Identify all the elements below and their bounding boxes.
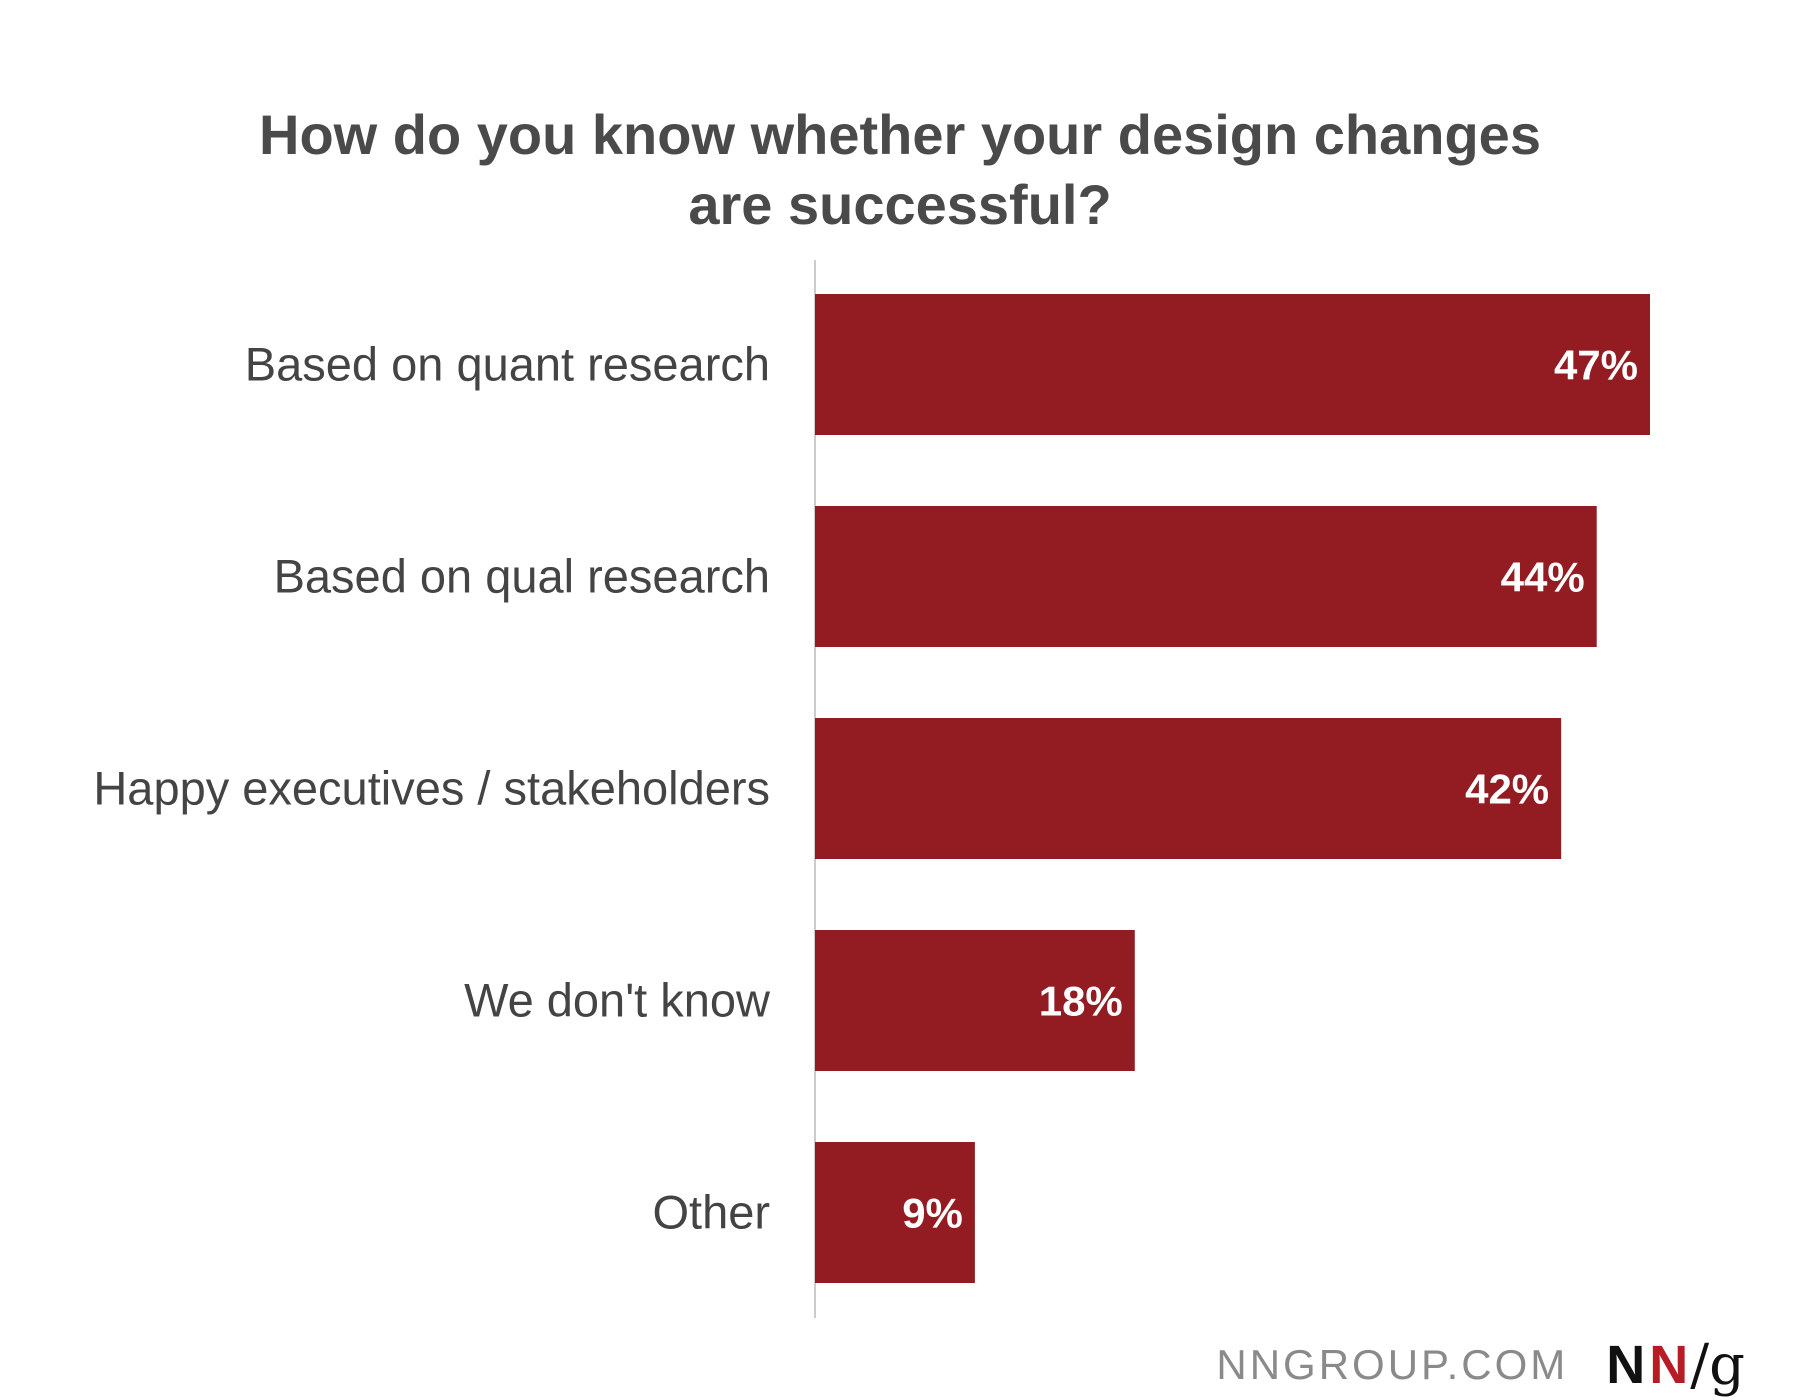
bar-chart: Based on quant research 47% Based on qual …	[93, 260, 1650, 1318]
value-label-4: 9%	[902, 1190, 963, 1237]
value-label-3: 18%	[1039, 978, 1123, 1025]
category-label-0: Based on quant research	[245, 338, 770, 391]
footer: NNGROUP.COM N N /g	[1216, 1333, 1745, 1398]
category-label-1: Based on qual research	[274, 550, 770, 603]
chart-title: How do you know whether your design chan…	[0, 100, 1800, 240]
value-label-2: 42%	[1465, 766, 1549, 813]
category-label-3: We don't know	[464, 974, 771, 1027]
chart-title-line-2: are successful?	[688, 173, 1112, 236]
nng-logo: N N /g	[1606, 1333, 1745, 1398]
value-label-0: 47%	[1554, 342, 1638, 389]
logo-letter-n-red: N	[1649, 1335, 1689, 1395]
value-label-1: 44%	[1501, 554, 1585, 601]
chart-title-line-1: How do you know whether your design chan…	[259, 103, 1541, 166]
logo-slash-g: /g	[1690, 1332, 1745, 1398]
bar-1	[815, 506, 1597, 647]
logo-letter-n-black: N	[1606, 1335, 1646, 1395]
category-label-2: Happy executives / stakeholders	[93, 762, 770, 815]
bar-2	[815, 718, 1562, 859]
bar-3	[815, 930, 1135, 1071]
site-url: NNGROUP.COM	[1216, 1341, 1569, 1388]
bar-0	[815, 294, 1650, 435]
bar-4	[815, 1142, 975, 1283]
category-label-4: Other	[652, 1186, 770, 1239]
